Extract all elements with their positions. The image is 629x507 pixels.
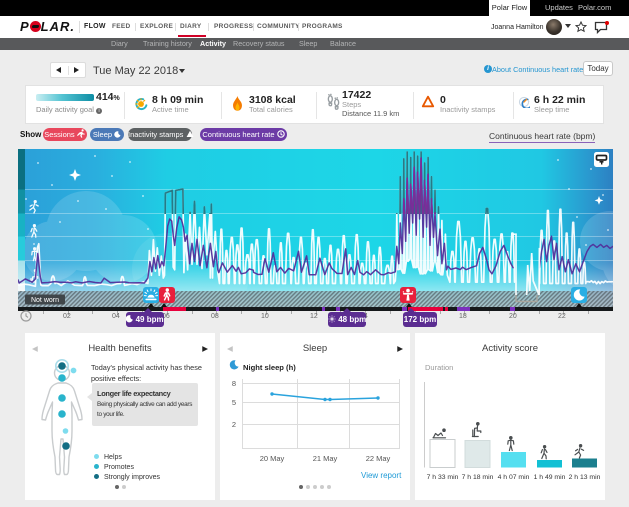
svg-text:Night sleep (h): Night sleep (h) [243, 363, 296, 372]
svg-text:5: 5 [232, 398, 236, 407]
svg-text:7 h 18 min: 7 h 18 min [462, 474, 494, 481]
svg-text:20 May: 20 May [260, 454, 285, 463]
svg-text:1 h 49 min: 1 h 49 min [534, 474, 566, 481]
svg-text:2 h 13 min: 2 h 13 min [569, 474, 601, 481]
svg-text:4 h 07 min: 4 h 07 min [498, 474, 530, 481]
svg-text:7 h 33 min: 7 h 33 min [427, 474, 459, 481]
svg-text:2: 2 [232, 420, 236, 429]
svg-text:22 May: 22 May [366, 454, 391, 463]
svg-text:Duration: Duration [425, 363, 453, 372]
svg-text:21 May: 21 May [313, 454, 338, 463]
svg-text:8: 8 [232, 379, 236, 388]
svg-text:Not worn: Not worn [31, 297, 59, 304]
